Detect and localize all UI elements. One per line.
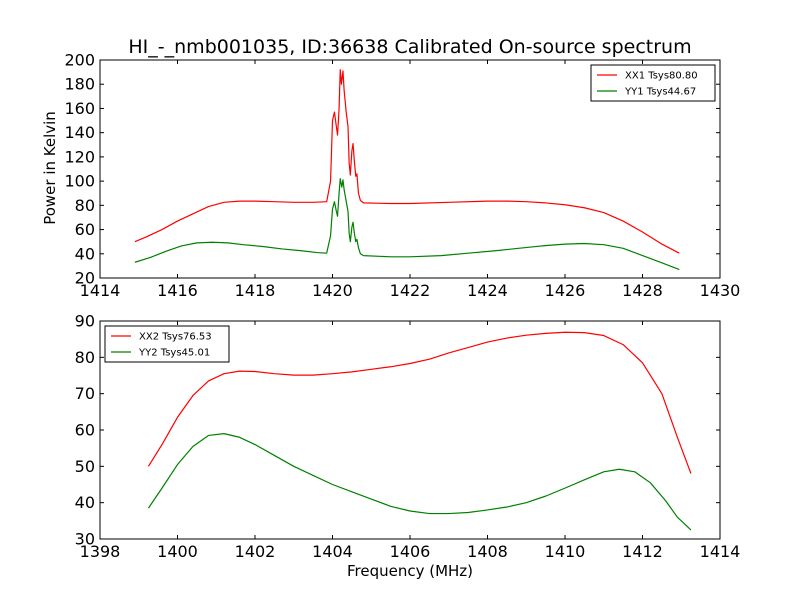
top-y-tick-label: 140 [64,123,95,142]
top-y-tick-label: 180 [64,75,95,94]
bottom-series-line-2 [147,433,692,531]
top-axes: 1414 1416 1418 1420 1422 1424 1426 1428 1430 20 40… [64,51,740,301]
bottom-legend-box [104,325,230,363]
bottom-axes: 1398 1400 1402 1404 1406 1408 1410 1412 1414 30 40… [75,312,741,562]
top-x-tick-label: 1428 [622,281,663,300]
bottom-y-tick-label: 40 [75,493,95,512]
top-y-axis-label: Power in Kelvin [41,111,59,225]
bottom-x-tick-label: 1404 [312,542,353,561]
bottom-legend-label-2: YY2 Tsys45.01 [138,348,210,359]
bottom-y-tick-label: 60 [75,421,95,440]
top-x-tick-label: 1422 [390,281,431,300]
bottom-y-tick-label: 30 [75,530,95,549]
top-x-tick-label: 1414 [80,281,121,300]
bottom-x-tick-label: 1414 [700,542,741,561]
top-legend-box [590,64,716,102]
bottom-x-tick-label: 1412 [622,542,663,561]
top-y-tick-label: 60 [75,220,95,239]
bottom-y-tick-label: 50 [75,457,95,476]
top-y-tick-label: 160 [64,99,95,118]
top-x-tick-label: 1416 [157,281,198,300]
plots: 1414 1416 1418 1420 1422 1424 1426 1428 1430 20 40… [64,51,740,562]
top-legend-label-1: XX1 Tsys80.80 [625,71,698,82]
top-y-tick-label: 40 [75,244,95,263]
bottom-x-tick-label: 1406 [390,542,431,561]
bottom-y-tick-label: 90 [75,312,95,331]
top-y-tick-label: 120 [64,147,95,166]
top-x-tick-label: 1424 [467,281,508,300]
top-x-tick-label: 1420 [312,281,353,300]
top-y-tick-label: 20 [75,269,95,288]
bottom-y-tick-label: 80 [75,348,95,367]
bottom-x-axis-label: Frequency (MHz) [347,562,473,580]
bottom-x-tick-label: 1398 [80,542,121,561]
bottom-legend-label-1: XX2 Tsys76.53 [139,332,212,343]
bottom-x-tick-label: 1408 [467,542,508,561]
top-series-line-1 [134,69,680,254]
top-y-tick-label: 100 [64,172,95,191]
bottom-y-tick-label: 70 [75,384,95,403]
top-y-tick-label: 80 [75,196,95,215]
top-legend: XX1 Tsys80.80 YY1 Tsys44.67 [590,64,716,102]
bottom-x-tick-label: 1410 [545,542,586,561]
top-y-tick-label: 200 [64,51,95,70]
bottom-series-line-1 [147,331,692,474]
bottom-legend: XX2 Tsys76.53 YY2 Tsys45.01 [104,325,230,363]
chart-title: HI_-_nmb001035, ID:36638 Calibrated On-s… [128,36,691,58]
bottom-x-tick-label: 1400 [157,542,198,561]
top-x-tick-label: 1426 [545,281,586,300]
top-legend-label-2: YY1 Tsys44.67 [624,87,696,98]
top-x-tick-label: 1418 [235,281,276,300]
top-series-line-2 [134,178,680,271]
top-x-tick-label: 1430 [700,281,741,300]
bottom-x-tick-label: 1402 [235,542,276,561]
